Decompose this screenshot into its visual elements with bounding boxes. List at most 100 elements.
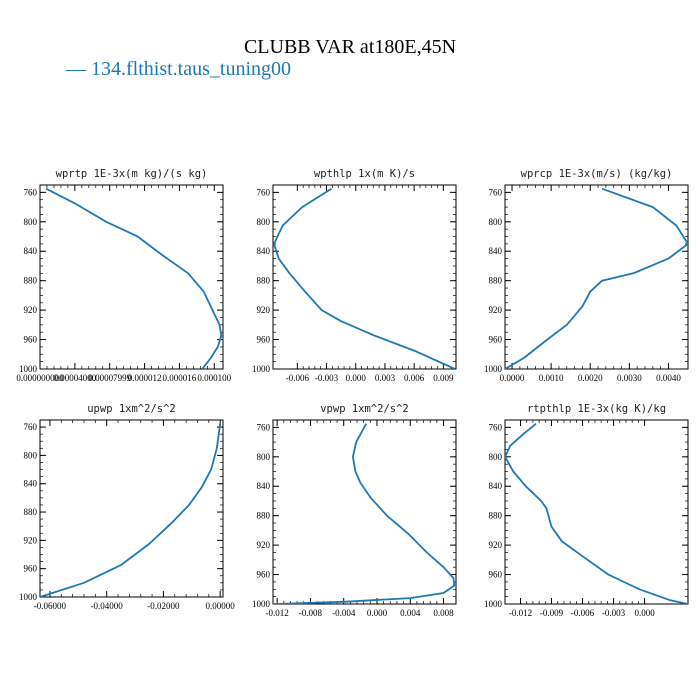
x-tick-label: 0.000000000	[16, 373, 64, 383]
y-tick-label: 840	[489, 481, 503, 491]
plot-frame	[272, 419, 457, 605]
x-tick-label: 0.006	[404, 373, 425, 383]
series-line	[45, 187, 223, 369]
y-tick-label: 880	[24, 276, 38, 286]
y-tick-label: 800	[489, 452, 503, 462]
y-tick-label: 1000	[484, 364, 503, 374]
y-tick-label: 1000	[19, 364, 38, 374]
y-tick-label: 880	[489, 511, 503, 521]
y-tick-label: 760	[24, 422, 38, 432]
y-tick-label: 920	[257, 305, 271, 315]
panel-title: wpthlp 1x(m K)/s	[314, 168, 415, 180]
legend-line-glyph: —	[66, 58, 91, 80]
y-tick-label: 1000	[252, 364, 271, 374]
panel-title: wprtp 1E-3x(m kg)/(s kg)	[56, 168, 208, 180]
plot-frame	[504, 184, 689, 370]
y-tick-label: 920	[489, 540, 503, 550]
y-tick-label: 960	[489, 570, 503, 580]
y-tick-label: 960	[257, 570, 271, 580]
y-tick-label: 840	[257, 246, 271, 256]
x-tick-label: -0.012	[266, 608, 289, 618]
x-tick-label: 0.000	[634, 608, 655, 618]
x-tick-label: 0.009	[433, 373, 454, 383]
x-tick-label: 0.0030	[617, 373, 642, 383]
x-tick-label: -0.02000	[147, 601, 180, 611]
legend-series-name: 134.flthist.taus_tuning00	[91, 58, 291, 80]
series-line	[273, 187, 456, 369]
panel-title: vpwp 1xm^2/s^2	[320, 403, 409, 415]
x-tick-label: 0.0000	[500, 373, 525, 383]
y-tick-label: 880	[489, 276, 503, 286]
y-tick-label: 920	[24, 535, 38, 545]
x-tick-label: 0.000100	[197, 373, 231, 383]
plot-frame	[39, 184, 224, 370]
y-tick-label: 800	[257, 217, 271, 227]
plot-frame	[39, 419, 224, 598]
y-tick-label: 760	[257, 187, 271, 197]
y-tick-label: 840	[257, 481, 271, 491]
y-tick-label: 920	[257, 540, 271, 550]
x-tick-label: -0.008	[299, 608, 323, 618]
y-tick-label: 960	[489, 335, 503, 345]
y-tick-label: 960	[257, 335, 271, 345]
x-tick-label: -0.003	[315, 373, 339, 383]
panel-3: wprcp 1E-3x(m/s) (kg/kg) 760 800 840 880 920 9…	[484, 168, 689, 383]
x-tick-label: 0.00004000	[53, 373, 96, 383]
x-tick-label: 0.0010	[539, 373, 564, 383]
panel-title: rtpthlp 1E-3x(kg K)/kg	[527, 403, 666, 415]
x-tick-label: -0.004	[332, 608, 356, 618]
panel-2: wpthlp 1x(m K)/s 760 800 840 880 920 960 1000 -0…	[252, 168, 457, 383]
y-tick-label: 920	[24, 305, 38, 315]
x-tick-label: -0.006	[286, 373, 310, 383]
x-tick-label: 0.000016	[163, 373, 197, 383]
series-line	[505, 423, 688, 604]
panel-6: rtpthlp 1E-3x(kg K)/kg 760 800 840 880 920 960…	[484, 403, 689, 618]
x-tick-label: -0.006	[571, 608, 595, 618]
x-tick-label: 0.000	[367, 608, 388, 618]
y-tick-label: 1000	[252, 599, 271, 609]
series-line	[40, 423, 222, 597]
x-tick-label: -0.003	[602, 608, 626, 618]
x-tick-label: 0.0040	[656, 373, 681, 383]
y-tick-label: 920	[489, 305, 503, 315]
panel-1: wprtp 1E-3x(m kg)/(s kg) 760 800 840 880 920 9…	[16, 168, 231, 383]
y-tick-label: 800	[24, 450, 38, 460]
x-tick-label: 0.008	[433, 608, 454, 618]
series-line	[505, 187, 688, 369]
x-tick-label: -0.009	[540, 608, 564, 618]
y-tick-label: 760	[489, 422, 503, 432]
x-tick-label: 0.000	[346, 373, 367, 383]
y-tick-label: 880	[257, 511, 271, 521]
plot-frame	[504, 419, 689, 605]
y-tick-label: 1000	[19, 592, 38, 602]
x-tick-label: 0.0020	[578, 373, 603, 383]
legend-entry: — 134.flthist.taus_tuning00	[66, 58, 291, 81]
panel-4: upwp 1xm^2/s^27608008408809209601000-0.0…	[19, 403, 235, 611]
y-tick-label: 880	[257, 276, 271, 286]
panel-title: upwp 1xm^2/s^2	[87, 403, 176, 415]
x-tick-label: 0.00007999	[88, 373, 131, 383]
x-tick-label: 0.00000	[206, 601, 236, 611]
panel-title: wprcp 1E-3x(m/s) (kg/kg)	[521, 168, 673, 180]
y-tick-label: 960	[24, 564, 38, 574]
y-tick-label: 840	[24, 479, 38, 489]
y-tick-label: 840	[489, 246, 503, 256]
x-tick-label: 0.003	[375, 373, 396, 383]
y-tick-label: 1000	[484, 599, 503, 609]
x-tick-label: 0.000012	[128, 373, 162, 383]
x-tick-label: -0.012	[509, 608, 532, 618]
y-tick-label: 800	[489, 217, 503, 227]
y-tick-label: 800	[24, 217, 38, 227]
y-tick-label: 880	[24, 507, 38, 517]
y-tick-label: 760	[257, 422, 271, 432]
x-tick-label: 0.004	[400, 608, 421, 618]
x-tick-label: -0.06000	[34, 601, 67, 611]
x-tick-label: -0.04000	[91, 601, 124, 611]
panel-5: vpwp 1xm^2/s^27608008408809209601000-0.0…	[252, 403, 457, 618]
series-line	[273, 423, 456, 604]
y-tick-label: 760	[24, 187, 38, 197]
y-tick-label: 840	[24, 246, 38, 256]
plot-frame	[272, 184, 457, 370]
